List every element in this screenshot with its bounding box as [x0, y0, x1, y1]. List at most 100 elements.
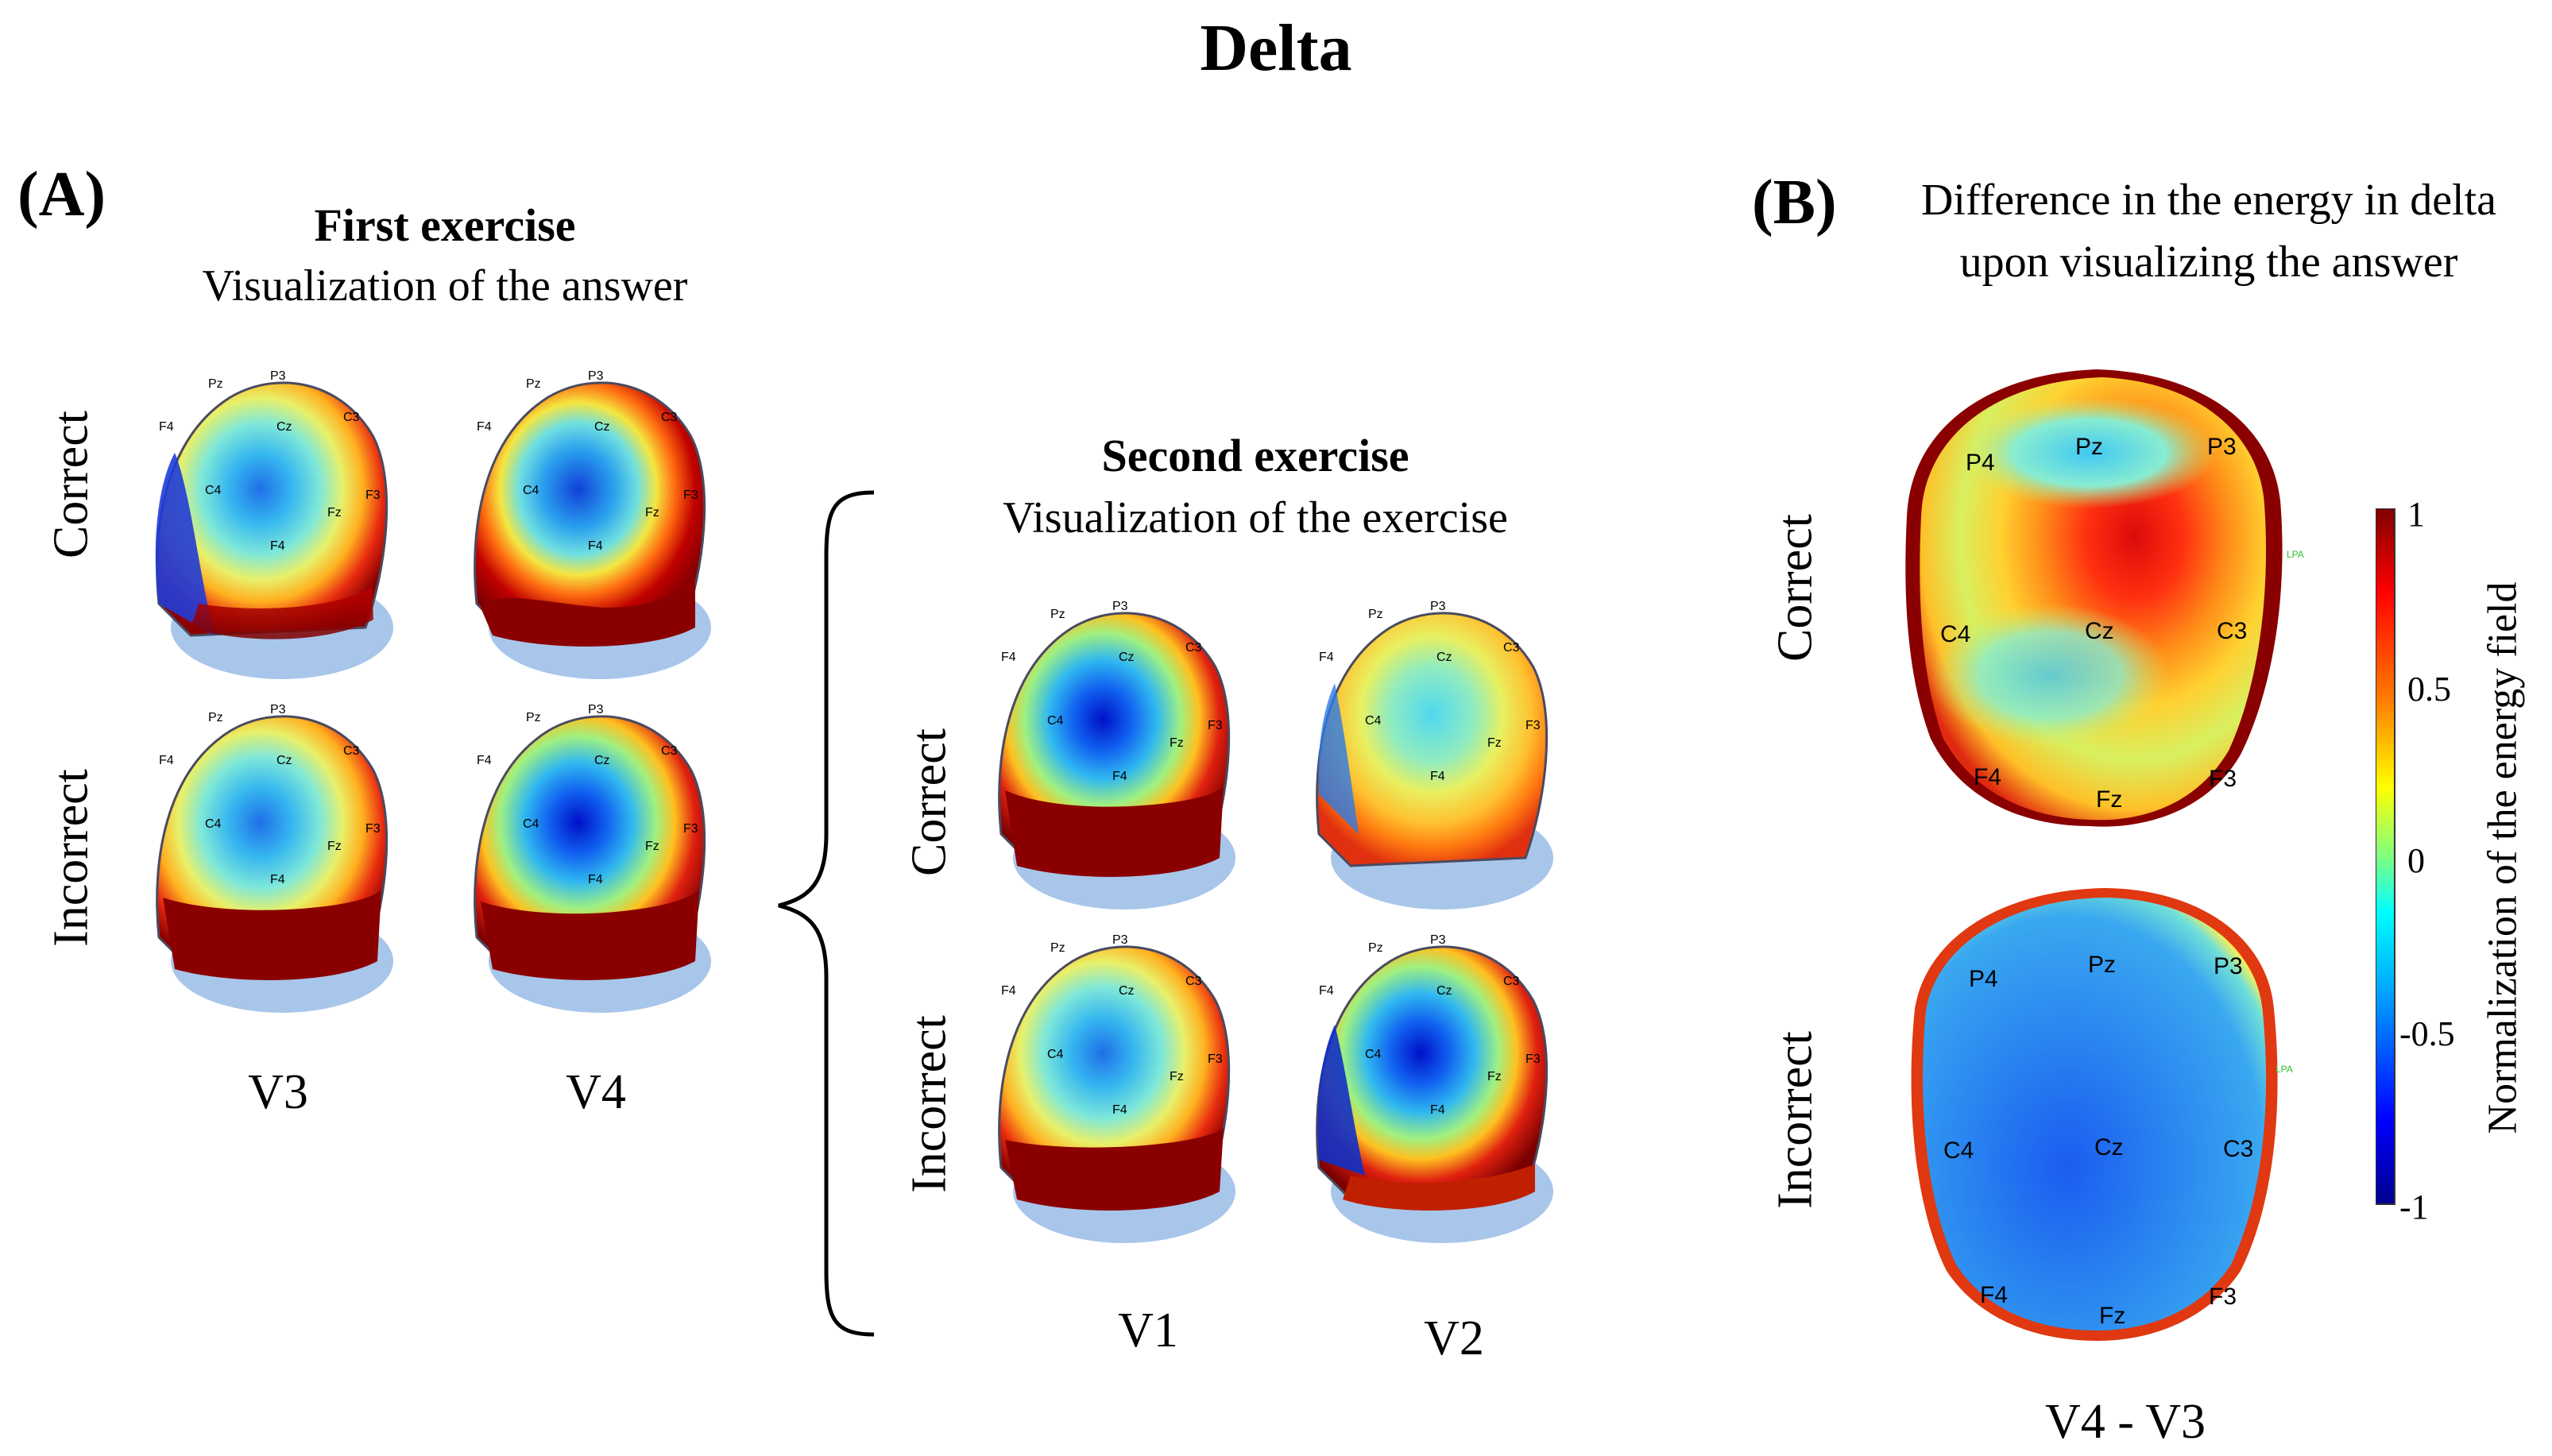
svg-text:Cz: Cz — [1436, 984, 1452, 998]
electrode-pz: Pz — [208, 377, 223, 391]
svg-text:F4: F4 — [477, 754, 492, 767]
svg-text:F3: F3 — [1208, 1052, 1223, 1066]
panel-b-letter: (B) — [1752, 168, 1837, 238]
electrode-f4: F4 — [1974, 764, 2001, 790]
colorbar — [2376, 508, 2395, 1205]
svg-text:C3: C3 — [661, 744, 678, 758]
electrode-c3: C3 — [2217, 618, 2247, 644]
electrode-c4: C4 — [205, 484, 222, 497]
first-exercise-title: First exercise — [314, 199, 576, 251]
colorbar-tick-0: 0 — [2407, 841, 2425, 880]
electrode-f3: F3 — [365, 489, 381, 502]
svg-text:Pz: Pz — [526, 377, 541, 391]
colorbar-tick-neg1: -1 — [2399, 1188, 2429, 1226]
first-exercise-subtitle: Visualization of the answer — [202, 261, 688, 311]
electrode-cz: Cz — [2085, 618, 2114, 644]
topomap-v3-correct: Pz P3 F4 Cz C3 C4 Fz F3 F4 — [155, 369, 393, 679]
svg-text:Pz: Pz — [1368, 941, 1383, 955]
svg-text:P3: P3 — [270, 703, 286, 716]
svg-text:Pz: Pz — [1368, 608, 1383, 621]
electrode-cz: Cz — [276, 420, 292, 434]
svg-text:Pz: Pz — [208, 711, 223, 724]
svg-text:Pz: Pz — [1050, 608, 1065, 621]
svg-text:P3: P3 — [1430, 933, 1446, 947]
svg-text:Cz: Cz — [276, 754, 292, 767]
panel-b-row-label-incorrect: Incorrect — [1768, 1031, 1823, 1209]
panel-a-letter: (A) — [17, 160, 106, 230]
svg-text:F4: F4 — [1980, 1282, 2008, 1308]
electrode-fz: Fz — [2096, 786, 2122, 813]
col-label-v4-v3: V4 - V3 — [2044, 1395, 2206, 1449]
svg-text:F4: F4 — [159, 754, 174, 767]
svg-text:C3: C3 — [1185, 641, 1202, 655]
svg-text:C4: C4 — [1365, 1048, 1382, 1061]
electrode-f3: F3 — [2209, 766, 2237, 792]
svg-text:Pz: Pz — [1050, 941, 1065, 955]
col-label-v3: V3 — [248, 1065, 308, 1119]
electrode-f4-side: F4 — [159, 420, 174, 434]
electrode-c4: C4 — [1940, 621, 1970, 647]
electrode-p3: P3 — [2207, 434, 2237, 460]
svg-text:F3: F3 — [683, 489, 698, 502]
svg-text:F4: F4 — [1001, 651, 1016, 664]
colorbar-title: Normalization of the energy field — [2480, 581, 2526, 1134]
col-label-v4: V4 — [566, 1065, 626, 1119]
svg-text:F3: F3 — [1525, 1052, 1541, 1066]
svg-text:P3: P3 — [588, 369, 604, 383]
svg-text:C3: C3 — [1185, 975, 1202, 988]
svg-text:C4: C4 — [523, 817, 539, 831]
col-label-v2: V2 — [1424, 1311, 1484, 1365]
grouping-brace — [778, 490, 875, 1337]
topomap-v4-correct: Pz P3 F4 Cz C3 C4 Fz F3 F4 — [474, 369, 711, 679]
svg-text:Cz: Cz — [2094, 1134, 2124, 1161]
svg-text:Cz: Cz — [594, 754, 610, 767]
svg-text:C3: C3 — [661, 411, 678, 424]
svg-text:Fz: Fz — [645, 840, 659, 853]
svg-text:F4: F4 — [1319, 651, 1334, 664]
svg-text:C4: C4 — [1365, 714, 1382, 728]
svg-text:Cz: Cz — [594, 420, 610, 434]
topomap-diff-incorrect: P4 Pz P3 C4 Cz C3 F4 Fz F3 LPA — [1911, 888, 2293, 1341]
electrode-c3: C3 — [343, 411, 360, 424]
topomap-v2-incorrect: Pz P3 F4 Cz C3 C4 Fz F3 F4 — [1316, 933, 1553, 1243]
svg-text:F4: F4 — [1430, 1103, 1445, 1117]
col-label-v1: V1 — [1118, 1303, 1178, 1358]
svg-text:Cz: Cz — [1119, 984, 1135, 998]
svg-text:Cz: Cz — [1119, 651, 1135, 664]
svg-text:F4: F4 — [1319, 984, 1334, 998]
svg-text:P3: P3 — [1112, 933, 1128, 947]
svg-text:C3: C3 — [343, 744, 360, 758]
svg-text:P3: P3 — [2214, 953, 2243, 979]
electrode-p3: P3 — [270, 369, 286, 383]
head-base — [191, 588, 373, 639]
svg-text:P3: P3 — [588, 703, 604, 716]
fiducial-lpa-2: LPA — [2276, 1064, 2293, 1075]
svg-text:Fz: Fz — [645, 506, 659, 519]
svg-text:C4: C4 — [205, 817, 222, 831]
panel-b-row-label-correct: Correct — [1768, 514, 1823, 662]
svg-text:P3: P3 — [1430, 600, 1446, 613]
colorbar-tick-0.5: 0.5 — [2407, 670, 2451, 709]
svg-text:F3: F3 — [2209, 1284, 2237, 1310]
svg-text:Fz: Fz — [1487, 736, 1502, 750]
svg-text:F3: F3 — [365, 822, 381, 836]
svg-text:Cz: Cz — [1436, 651, 1452, 664]
svg-text:F4: F4 — [477, 420, 492, 434]
svg-text:Pz: Pz — [2088, 952, 2116, 978]
topomap-v1-incorrect: Pz P3 F4 Cz C3 C4 Fz F3 F4 — [998, 933, 1235, 1243]
svg-text:F4: F4 — [1112, 1103, 1127, 1117]
svg-text:F3: F3 — [1208, 719, 1223, 732]
svg-text:C4: C4 — [1943, 1137, 1974, 1164]
svg-text:F4: F4 — [588, 539, 603, 553]
panel-b-title-line1: Difference in the energy in delta — [1920, 176, 2497, 225]
colorbar-tick-1: 1 — [2407, 495, 2425, 534]
svg-text:P4: P4 — [1969, 966, 1998, 992]
topomap-v3-incorrect: Pz P3 F4 Cz C3 C4 Fz F3 F4 — [156, 703, 393, 1013]
svg-text:C4: C4 — [1047, 714, 1064, 728]
svg-text:F4: F4 — [1430, 770, 1445, 783]
electrode-fz: Fz — [327, 506, 342, 519]
svg-text:Fz: Fz — [327, 840, 342, 853]
svg-text:F4: F4 — [270, 873, 285, 886]
fiducial-lpa: LPA — [2287, 549, 2304, 560]
figure-title: Delta — [1200, 11, 1352, 85]
